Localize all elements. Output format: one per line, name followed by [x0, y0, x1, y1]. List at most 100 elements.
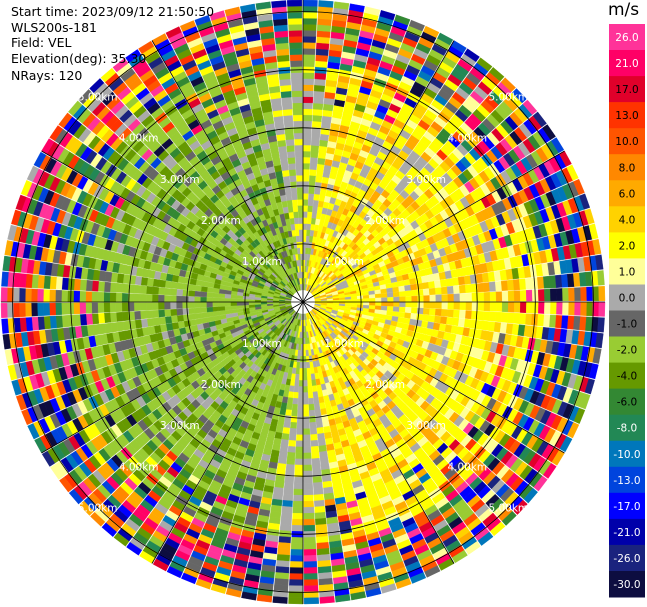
range-gate	[1, 271, 9, 287]
range-gate	[254, 302, 262, 305]
range-gate	[176, 282, 184, 290]
range-gate	[290, 415, 298, 423]
range-gate	[293, 385, 299, 393]
range-gate	[404, 312, 412, 319]
range-gate	[284, 415, 292, 423]
range-gate	[230, 302, 237, 307]
range-gate	[303, 343, 306, 351]
range-gate	[308, 193, 315, 201]
range-gate	[317, 432, 325, 441]
range-gate	[212, 297, 219, 303]
range-gate	[495, 301, 503, 312]
range-gate	[307, 385, 313, 393]
range-gate	[302, 235, 307, 242]
range-gate	[314, 78, 326, 86]
range-gate	[299, 356, 304, 363]
range-gate	[236, 305, 244, 310]
range-gate	[188, 313, 196, 321]
range-gate	[312, 102, 324, 110]
range-gate	[357, 301, 364, 306]
range-gate	[362, 304, 370, 309]
range-gate	[13, 272, 21, 288]
range-gate	[146, 318, 155, 327]
range-gate	[61, 302, 69, 315]
range-gate	[302, 23, 317, 31]
range-gate	[369, 301, 376, 306]
range-gate	[410, 289, 418, 297]
range-gate	[289, 561, 304, 569]
range-gate	[313, 96, 324, 104]
range-gate	[519, 290, 527, 302]
range-gate	[109, 312, 118, 323]
range-gate	[302, 132, 312, 140]
range-gate	[375, 297, 382, 302]
range-gate	[363, 301, 370, 306]
range-gate	[317, 12, 333, 20]
range-gate	[218, 297, 225, 303]
range-gate	[477, 292, 485, 302]
range-gate	[447, 293, 455, 302]
range-gate	[422, 314, 430, 322]
range-gate	[302, 241, 307, 248]
range-gate	[230, 308, 238, 314]
range-gate	[495, 291, 503, 302]
range-gate	[356, 295, 364, 300]
range-gate	[302, 42, 316, 49]
range-gate	[398, 311, 406, 318]
range-gate	[314, 511, 326, 520]
range-gate	[164, 280, 172, 289]
range-gate	[133, 293, 141, 303]
range-gate	[315, 60, 328, 68]
range-gate	[303, 500, 314, 508]
range-gate	[317, 560, 332, 568]
range-gate	[477, 531, 494, 546]
range-gate	[201, 280, 209, 288]
range-gate	[380, 583, 397, 594]
range-gate	[287, 397, 294, 405]
range-gate	[109, 292, 117, 303]
range-gate	[313, 403, 321, 411]
range-gate	[284, 476, 295, 484]
range-gate	[312, 114, 323, 122]
range-gate	[302, 156, 311, 164]
range-gate	[296, 428, 304, 436]
range-gate	[103, 312, 112, 324]
range-gate	[302, 29, 317, 37]
range-gate	[428, 287, 436, 296]
range-gate	[595, 254, 604, 271]
range-gate	[317, 438, 326, 447]
range-gate	[305, 235, 310, 243]
range-gate	[489, 291, 497, 302]
range-gate	[24, 288, 32, 303]
range-gate	[302, 211, 308, 218]
range-gate	[281, 506, 293, 514]
range-gate	[519, 301, 527, 314]
range-gate	[79, 290, 87, 303]
range-gate	[302, 144, 311, 152]
range-gate	[85, 302, 93, 314]
range-gate	[285, 409, 292, 417]
range-gate	[309, 169, 317, 177]
range-gate	[283, 488, 294, 496]
range-gate	[416, 289, 424, 296]
range-gate	[550, 301, 557, 315]
range-gate	[302, 60, 315, 67]
range-gate	[297, 410, 304, 418]
range-gate	[386, 310, 394, 317]
range-gate	[489, 311, 497, 322]
range-gate	[381, 301, 388, 307]
range-gate	[145, 294, 153, 303]
range-gate	[302, 0, 318, 7]
range-gate	[302, 120, 312, 128]
range-gate	[537, 276, 545, 289]
range-gate	[416, 282, 424, 290]
range-gate	[409, 572, 427, 584]
range-gate	[398, 291, 406, 297]
range-gate	[224, 302, 231, 307]
range-gate	[0, 302, 8, 319]
range-gate	[18, 288, 26, 303]
range-gate	[404, 290, 412, 297]
range-gate	[158, 279, 166, 288]
range-gate	[380, 288, 388, 294]
range-gate	[549, 275, 557, 289]
